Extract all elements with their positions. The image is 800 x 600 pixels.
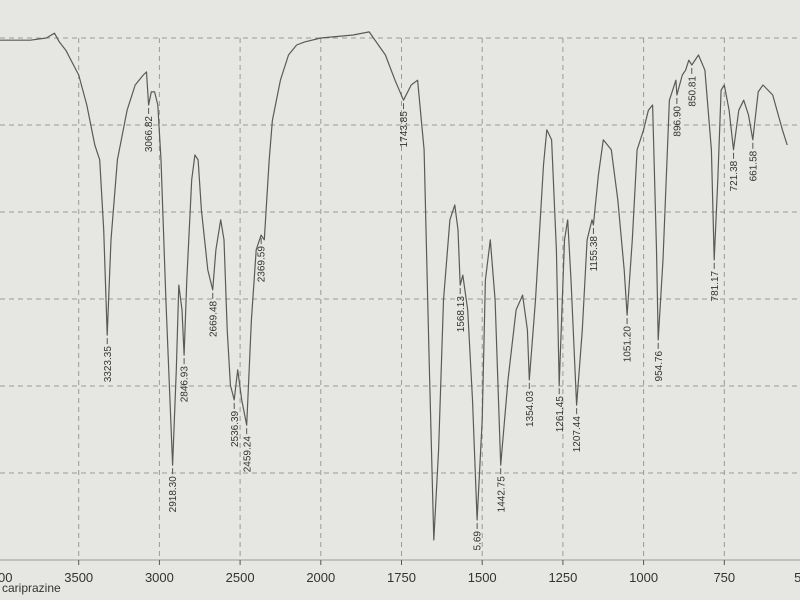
x-tick-label: 500 [794, 570, 800, 585]
peak-label: 896.90 [673, 106, 684, 137]
peak-label: 1568.13 [456, 296, 467, 333]
peak-label: 3323.35 [103, 346, 114, 383]
peak-label: 2669.48 [208, 300, 219, 337]
x-tick-label: 1250 [548, 570, 577, 585]
peak-label: 781.17 [710, 270, 721, 301]
spectrum-line [0, 31, 788, 541]
x-tick-label: 1000 [629, 570, 658, 585]
x-tick-label: 750 [713, 570, 735, 585]
x-tick-label: 2000 [306, 570, 335, 585]
x-tick-label: 2500 [226, 570, 255, 585]
peak-label: 1354.03 [525, 390, 536, 427]
peak-label: 1051.20 [623, 326, 634, 363]
peak-label: 2846.93 [180, 366, 191, 403]
peak-label: 2536.39 [230, 410, 241, 447]
x-tick-label: 1750 [387, 570, 416, 585]
peak-label: 661.58 [748, 150, 759, 181]
peak-label: 2459.24 [242, 436, 253, 473]
peak-label: 5.69 [473, 531, 484, 551]
peak-label: 850.81 [687, 76, 698, 107]
peak-label: 1261.45 [555, 396, 566, 433]
x-tick-label: 3500 [64, 570, 93, 585]
peak-label: 2369.59 [257, 246, 268, 283]
peak-label: 954.76 [654, 350, 665, 381]
x-tick-label: 4000 [0, 570, 12, 585]
peak-label: 1207.44 [572, 416, 583, 453]
x-tick-label: 3000 [145, 570, 174, 585]
peak-label: 721.38 [729, 160, 740, 191]
peak-label: 2918.30 [168, 476, 179, 513]
sample-name: cariprazine [2, 581, 61, 595]
x-tick-label: 1500 [468, 570, 497, 585]
peak-label: 1442.75 [496, 476, 507, 513]
peak-label: 1743.85 [399, 111, 410, 148]
peak-label: 1155.38 [589, 236, 600, 272]
peak-label: 3066.82 [144, 116, 155, 153]
